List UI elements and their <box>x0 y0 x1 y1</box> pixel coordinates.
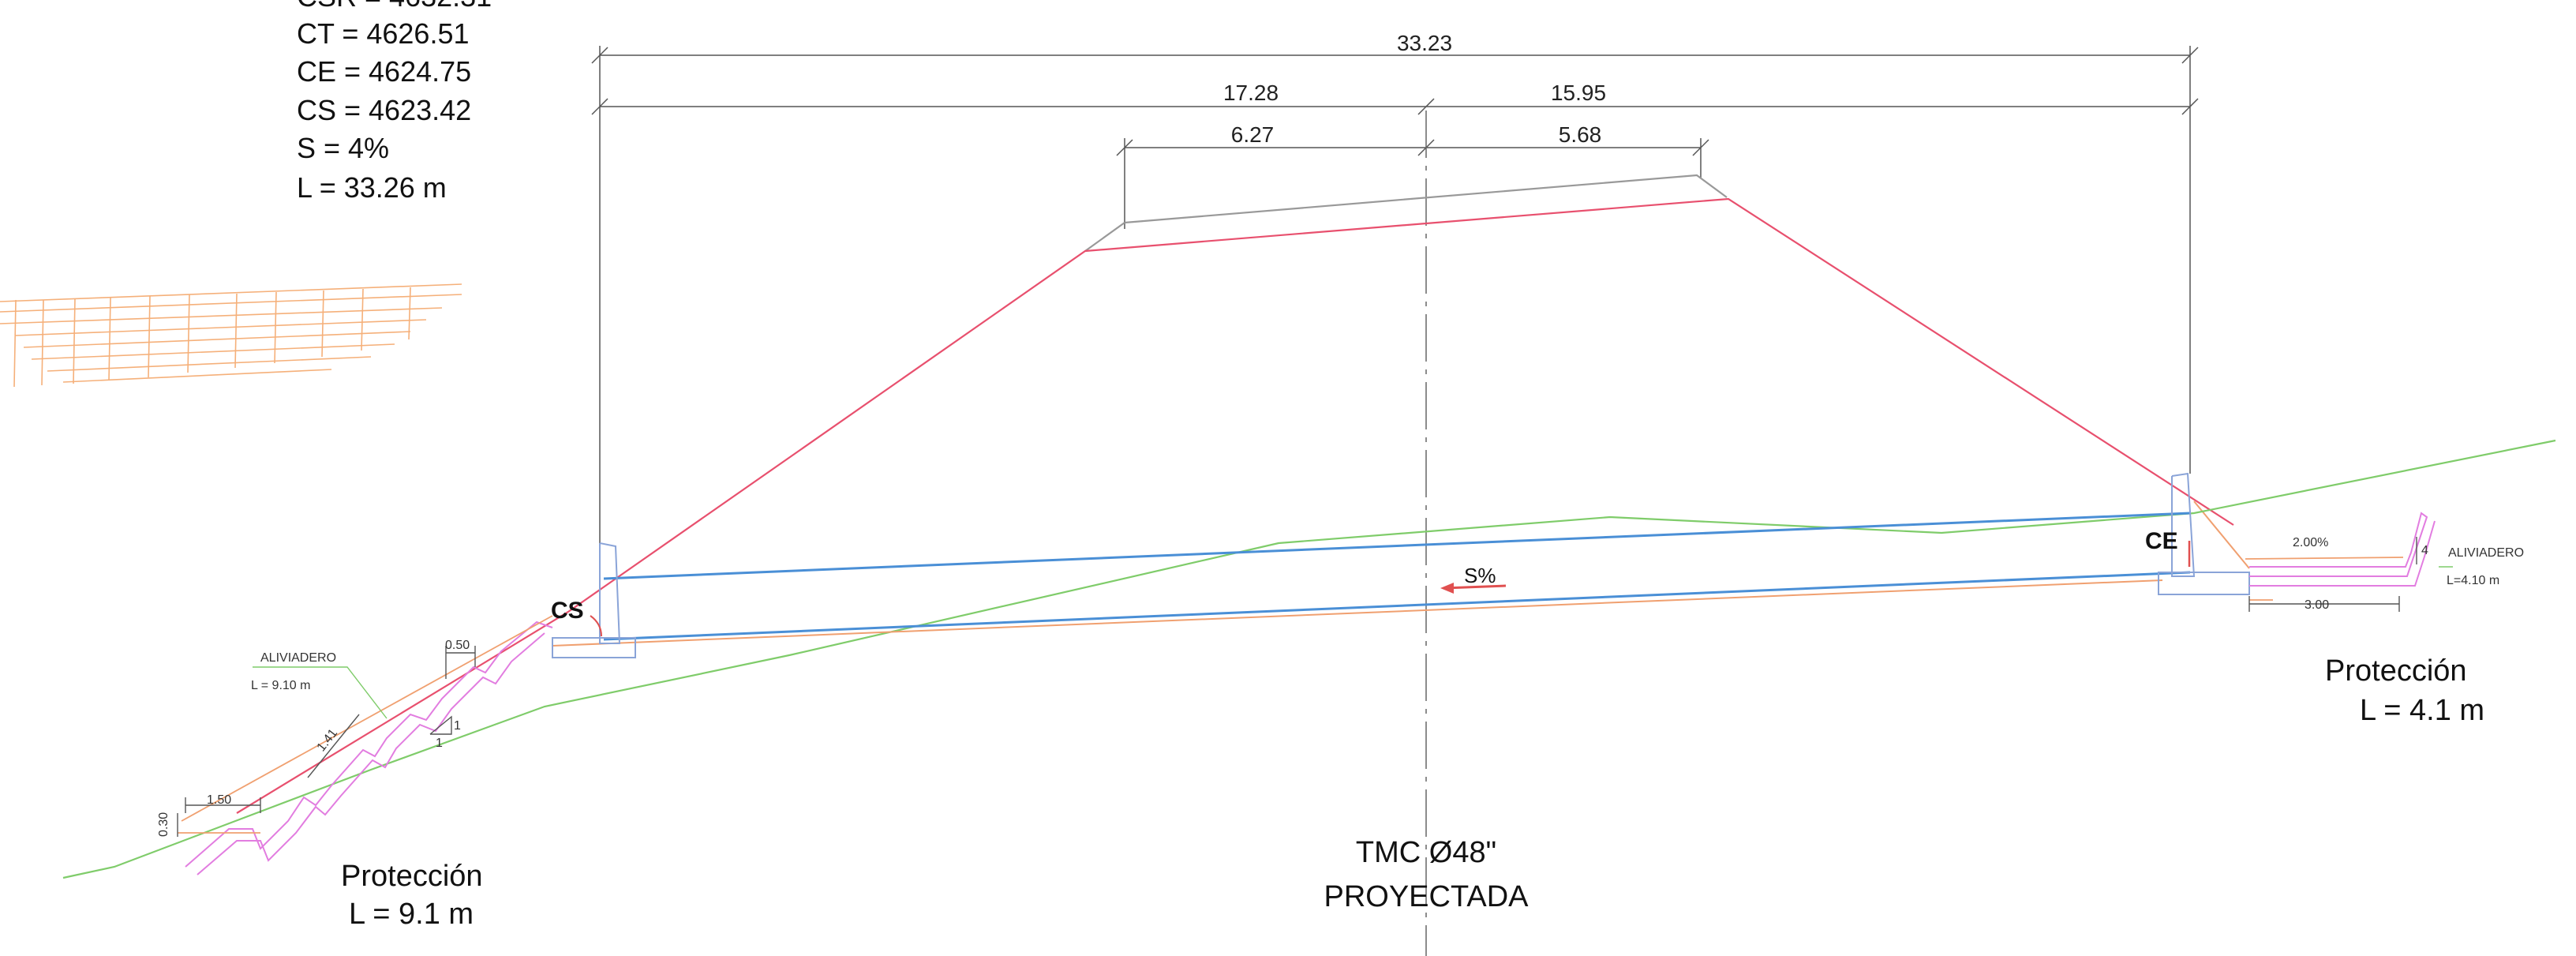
left-dim-030: 0.30 <box>157 812 170 837</box>
right-dim-4: 4 <box>2421 544 2428 557</box>
left-protection-steps <box>185 620 553 875</box>
left-spillway-length: L = 9.10 m <box>251 679 310 692</box>
crest-top-line <box>1124 174 1728 224</box>
slope-value: S = 4% <box>297 132 389 164</box>
ct-elevation: CT = 4626.51 <box>297 17 470 50</box>
left-spillway-title: ALIVIADERO <box>260 651 336 665</box>
left-dim-150: 1.50 <box>207 793 231 807</box>
cs-arrow <box>590 615 602 637</box>
right-protection-title: Protección <box>2325 654 2467 688</box>
pipe-label-line1: TMC Ø48" <box>1356 836 1496 869</box>
pipe <box>603 512 2191 641</box>
left-annotations <box>177 646 476 837</box>
right-spillway-title: ALIVIADERO <box>2448 546 2524 560</box>
dim-total: 33.23 <box>1397 31 1452 55</box>
right-dim-300: 3.00 <box>2305 598 2329 612</box>
right-protection-length: L = 4.1 m <box>2360 694 2484 727</box>
left-dim-141: 1.41 <box>315 726 341 754</box>
dim-crest-left: 6.27 <box>1231 122 1275 147</box>
info-block: CSR = 4632.31 CT = 4626.51 CE = 4624.75 … <box>297 0 492 204</box>
left-protection-orange <box>178 615 553 834</box>
right-grade: 2.00% <box>2293 536 2328 549</box>
right-headwall <box>2158 472 2250 595</box>
terrain-line <box>62 439 2556 879</box>
grid-fragment <box>0 283 462 388</box>
embankment <box>236 197 2234 814</box>
pipe-invert <box>552 579 2163 647</box>
cs-label: CS <box>551 598 584 624</box>
slope-arrow-line <box>1443 584 1507 590</box>
crest-left-edge <box>1084 222 1125 252</box>
ce-elevation: CE = 4624.75 <box>297 55 471 88</box>
dim-left-half: 17.28 <box>1223 81 1279 105</box>
left-dim-050: 0.50 <box>445 639 470 652</box>
right-annotation-texts: 2.00% 4 ALIVIADERO L=4.10 m 3.00 Protecc… <box>2293 536 2524 727</box>
right-spillway-length: L=4.10 m <box>2447 574 2499 587</box>
embankment-right-extension <box>2193 500 2250 569</box>
right-protection-orange <box>2245 557 2404 601</box>
left-slope-v: 1 <box>454 719 461 733</box>
dimension-texts: 33.23 17.28 15.95 6.27 5.68 <box>1223 31 1606 147</box>
pipe-label-line2: PROYECTADA <box>1324 880 1529 913</box>
left-protection-length: L = 9.1 m <box>349 898 474 931</box>
left-slope-h: 1 <box>436 737 443 750</box>
right-annotations <box>2248 537 2453 612</box>
slope-label: S% <box>1464 564 1496 587</box>
slope-arrow-head <box>1440 583 1454 594</box>
ce-label: CE <box>2145 528 2178 554</box>
right-protection <box>2249 512 2436 587</box>
left-headwall <box>552 542 636 658</box>
csr-elevation: CSR = 4632.31 <box>297 0 492 13</box>
dimension-lines <box>591 46 2199 553</box>
pipe-length: L = 33.26 m <box>297 171 447 204</box>
left-protection-title: Protección <box>341 860 483 893</box>
left-annotation-texts: ALIVIADERO L = 9.10 m 0.50 1.41 1.50 0.3… <box>157 639 483 931</box>
dim-crest-right: 5.68 <box>1559 122 1602 147</box>
cs-elevation: CS = 4623.42 <box>297 94 471 126</box>
dim-right-half: 15.95 <box>1551 81 1606 105</box>
